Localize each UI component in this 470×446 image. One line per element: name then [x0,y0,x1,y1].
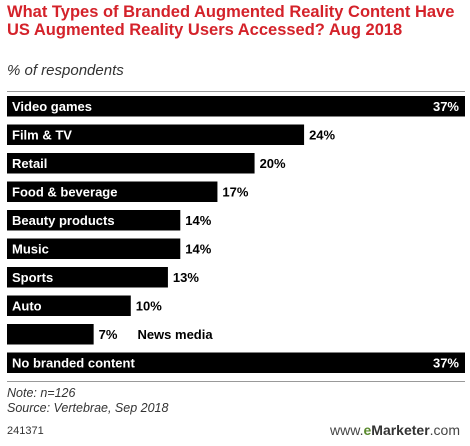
bar-0 [7,96,465,117]
value-label-9: 37% [433,355,459,370]
chart-title: What Types of Branded Augmented Reality … [7,3,455,39]
category-label-4: Beauty products [12,213,115,228]
brand-name: Marketer [371,422,430,438]
category-label-8: News media [137,327,213,342]
value-label-6: 13% [173,270,199,285]
chart-id: 241371 [7,425,44,437]
category-label-2: Retail [12,156,47,171]
bar-8 [7,324,94,345]
value-label-1: 24% [309,127,335,142]
brand-prefix: www. [330,422,364,438]
category-label-6: Sports [12,270,53,285]
category-label-1: Film & TV [12,127,72,142]
value-label-3: 17% [222,184,248,199]
bar-4 [7,210,181,231]
bar-7 [7,295,131,316]
brand-accent: e [363,422,372,438]
value-label-2: 20% [260,156,286,171]
bar-5 [7,238,181,259]
category-label-7: Auto [12,298,42,313]
chart-footnote: Note: n=126 Source: Vertebrae, Sep 2018 [7,386,168,416]
category-label-3: Food & beverage [12,184,117,199]
bar-3 [7,181,218,202]
category-label-0: Video games [12,99,92,114]
chart-subtitle: % of respondents [7,62,124,79]
bar-2 [7,153,255,174]
value-label-8: 7% [99,327,118,342]
value-label-4: 14% [185,213,211,228]
bar-6 [7,267,168,288]
category-label-9: No branded content [12,355,135,370]
source-text: Source: Vertebrae, Sep 2018 [7,401,169,415]
brand-suffix: .com [429,422,460,438]
category-label-5: Music [12,241,49,256]
bar-9 [7,352,465,373]
value-label-0: 37% [433,99,459,114]
brand-logo: www.eMarketer.com [330,422,460,438]
note-text: Note: n=126 [7,386,76,400]
value-label-7: 10% [136,298,162,313]
bar-1 [7,124,305,145]
value-label-5: 14% [185,241,211,256]
